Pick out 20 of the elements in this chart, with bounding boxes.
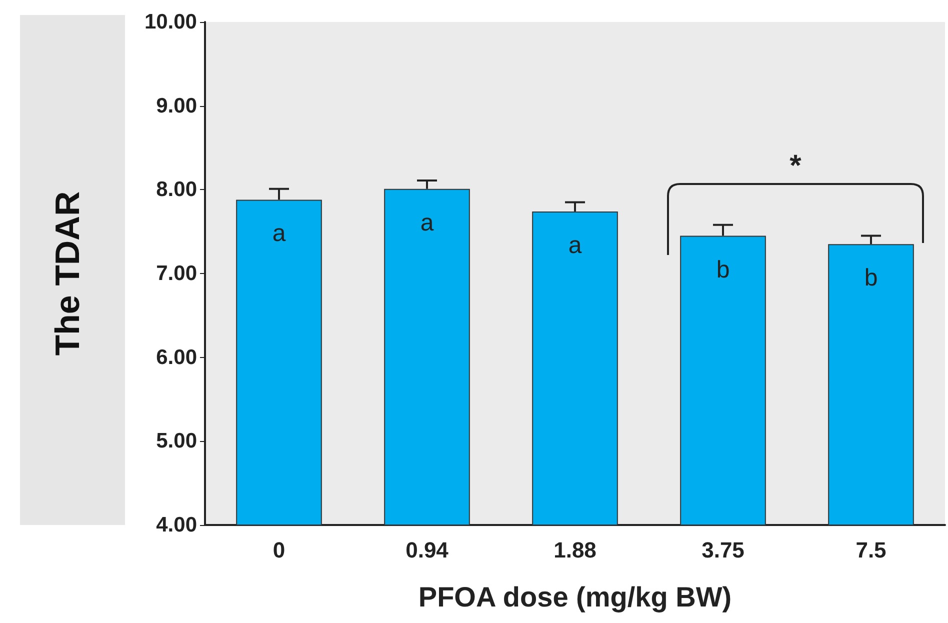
x-tick-label: 0.94 [406,538,450,562]
y-tick-label: 6.00 [156,346,197,369]
x-tick-label: 3.75 [702,538,744,562]
x-tick-label: 0 [272,538,286,562]
y-tick-label: 4.00 [156,514,197,536]
x-axis-title: PFOA dose (mg/kg BW) [418,582,732,612]
x-tick-label: 1.88 [554,538,596,562]
annotation: * [790,150,802,182]
y-tick-label: 8.00 [156,178,197,202]
y-tick-label: 7.00 [156,262,197,285]
annotation: a [568,232,582,259]
annotation: b [716,256,730,284]
annotation: a [420,209,434,236]
y-axis-title: The TDAR [49,191,87,356]
y-tick-label: 5.00 [156,430,197,453]
y-tick-label: 10.00 [144,10,197,34]
annotation: b [864,264,878,292]
x-tick-label: 7.5 [856,538,886,562]
y-tick-label: 9.00 [156,94,197,118]
annotation: a [272,220,286,248]
